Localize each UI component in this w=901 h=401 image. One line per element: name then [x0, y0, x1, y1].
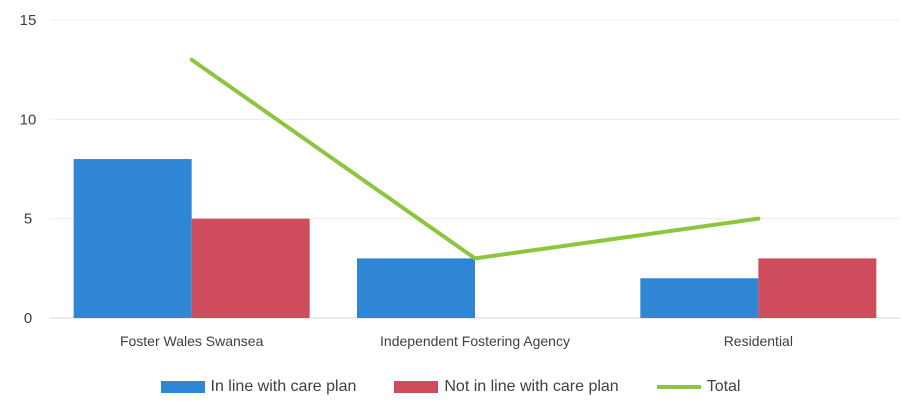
- series-line-total: [189, 57, 761, 261]
- y-tick-label: 10: [20, 111, 37, 128]
- legend-label-in-line: In line with care plan: [210, 378, 357, 395]
- x-category-label: Residential: [724, 333, 793, 349]
- legend-swatch-in-line: [160, 381, 205, 393]
- bars: [73, 159, 877, 318]
- bar-not-in-line-0: [191, 218, 310, 318]
- legend-label-not-in-line: Not in line with care plan: [444, 378, 619, 395]
- legend-swatch-total: [656, 385, 701, 389]
- legend-item-not-in-line: Not in line with care plan: [394, 378, 619, 396]
- legend-item-in-line: In line with care plan: [160, 378, 357, 396]
- chart: 0 5 10 15 Foster Wales Swansea Independent F…: [20, 12, 900, 349]
- legend: In line with care plan Not in line with …: [0, 374, 901, 400]
- bar-in-line-2: [640, 278, 759, 318]
- bar-in-line-0: [73, 159, 192, 318]
- y-axis-ticks: 0 5 10 15: [20, 12, 37, 327]
- bar-in-line-1: [357, 258, 475, 318]
- total-line: [189, 57, 761, 261]
- legend-swatch-not-in-line: [394, 381, 439, 393]
- y-tick-label: 15: [20, 12, 37, 29]
- bar-not-in-line-2: [758, 258, 877, 318]
- x-category-label: Foster Wales Swansea: [120, 333, 264, 349]
- y-tick-label: 5: [24, 211, 32, 228]
- legend-label-total: Total: [706, 378, 741, 395]
- x-category-label: Independent Fostering Agency: [380, 333, 570, 349]
- x-axis-labels: Foster Wales Swansea Independent Fosterin…: [120, 333, 793, 349]
- legend-item-total: Total: [656, 378, 741, 396]
- y-tick-label: 0: [24, 310, 32, 327]
